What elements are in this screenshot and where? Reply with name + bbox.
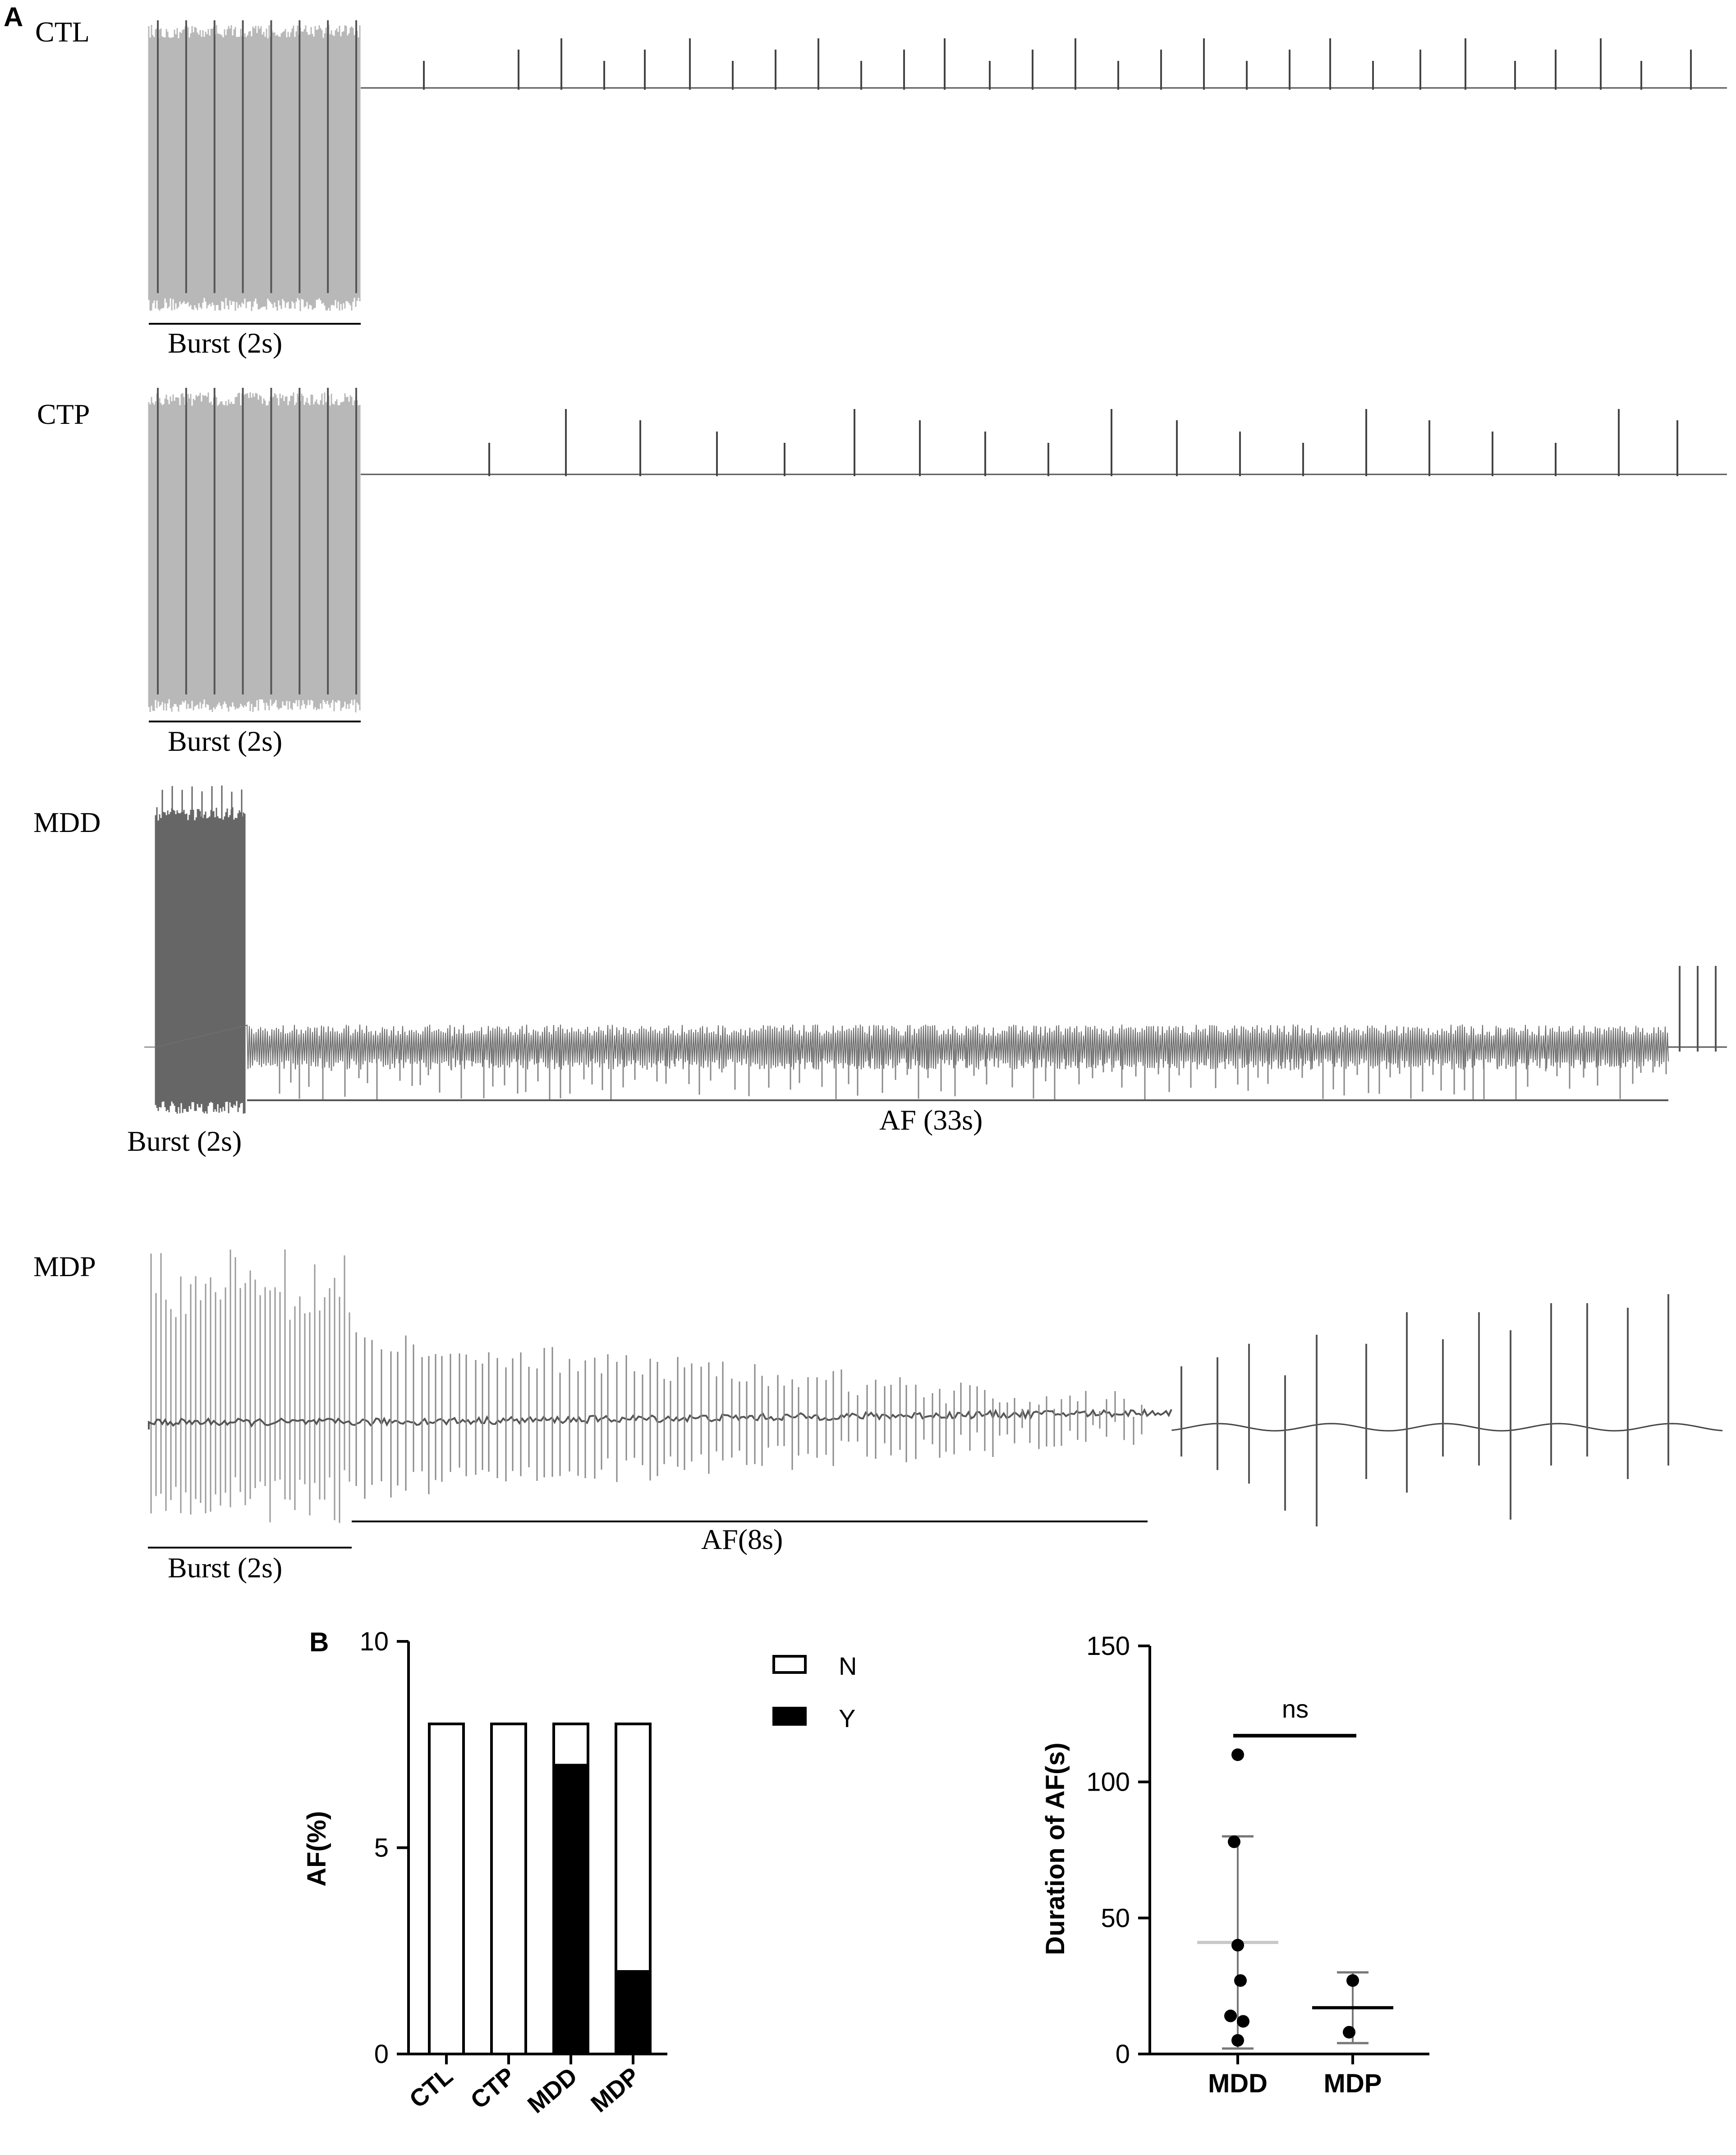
burst-label-mdd: Burst (2s) bbox=[127, 1125, 242, 1157]
bar-mdd-y bbox=[552, 1764, 589, 2055]
baseline-signal bbox=[148, 1408, 1172, 1429]
bar-mdp-n bbox=[615, 1723, 652, 1973]
trace-label-mdd: MDD bbox=[33, 806, 101, 838]
trace-label-ctl: CTL bbox=[35, 16, 90, 48]
legend-swatch-n bbox=[772, 1655, 807, 1674]
data-point bbox=[1346, 1974, 1359, 1987]
data-point bbox=[1237, 2015, 1249, 2028]
panel-a-letter: A bbox=[4, 2, 23, 32]
trace-ctl: CTL Burst (2s) bbox=[35, 16, 1727, 359]
bar-ctl-n bbox=[428, 1723, 465, 2055]
signal-ctl bbox=[157, 20, 1727, 293]
burst-region-mdp bbox=[150, 1249, 350, 1523]
x-tick-label-mdp: MDP bbox=[1324, 2069, 1382, 2098]
burst-label-ctp: Burst (2s) bbox=[168, 725, 282, 757]
data-point bbox=[1343, 2026, 1355, 2039]
y-tick-label: 0 bbox=[1116, 2040, 1130, 2069]
data-point bbox=[1224, 2009, 1237, 2022]
panel-a: A CTL Burst (2s) CTP Burst (2s) MDD Burs… bbox=[4, 2, 1727, 1584]
trace-mdp: MDP Burst (2s) AF(8s) bbox=[33, 1249, 1723, 1584]
bar-chart-y-label: AF(%) bbox=[302, 1811, 331, 1887]
panel-b-letter: B bbox=[309, 1627, 329, 1657]
af-label-mdd: AF (33s) bbox=[879, 1104, 983, 1136]
bar-chart-y-ticks: 0 5 10 bbox=[359, 1627, 409, 2069]
burst-label-mdp: Burst (2s) bbox=[168, 1552, 282, 1584]
y-tick-label: 150 bbox=[1086, 1631, 1130, 1661]
af-duration-chart: Duration of AF(s) 0 50 100 150 MDD MDP ns bbox=[1041, 1631, 1429, 2098]
dot-chart-y-label: Duration of AF(s) bbox=[1041, 1742, 1070, 1955]
fibrillation-deflections bbox=[355, 1332, 1143, 1499]
legend: N Y bbox=[772, 1652, 857, 1732]
burst-region-mdd bbox=[155, 807, 246, 1114]
trace-mdd: MDD Burst (2s) AF (33s) bbox=[33, 785, 1727, 1157]
data-point bbox=[1234, 1974, 1247, 1987]
y-tick-label: 100 bbox=[1086, 1768, 1130, 1797]
dot-chart-groups bbox=[1197, 1748, 1393, 2050]
signal-ctp bbox=[157, 388, 1727, 694]
y-tick-label: 0 bbox=[374, 2040, 389, 2069]
data-point bbox=[1231, 1939, 1244, 1952]
bar-mdp-y bbox=[615, 1970, 652, 2055]
signal-mdd bbox=[144, 785, 1727, 1101]
y-tick-label: 10 bbox=[359, 1627, 389, 1656]
dot-chart-y-ticks: 0 50 100 150 bbox=[1086, 1631, 1150, 2069]
burst-fill bbox=[150, 1249, 350, 1523]
bar-chart-bars bbox=[428, 1723, 652, 2055]
af-label-mdp: AF(8s) bbox=[701, 1523, 783, 1555]
burst-fill bbox=[155, 807, 246, 1114]
group-mdd bbox=[1197, 1748, 1278, 2050]
x-tick-label-mdd: MDD bbox=[1208, 2069, 1268, 2098]
fibrillation-signal bbox=[144, 1024, 1669, 1070]
signal-mdp bbox=[148, 1294, 1723, 1526]
post-af-baseline bbox=[1171, 1423, 1723, 1432]
trace-ctp: CTP Burst (2s) bbox=[37, 388, 1727, 757]
bar-mdd-n bbox=[552, 1723, 589, 1767]
y-tick-label: 50 bbox=[1101, 1903, 1130, 1933]
y-tick-label: 5 bbox=[374, 1833, 389, 1863]
significance-label: ns bbox=[1282, 1695, 1309, 1723]
legend-swatch-y bbox=[772, 1707, 807, 1726]
trace-label-mdp: MDP bbox=[33, 1250, 96, 1282]
group-mdp bbox=[1312, 1971, 1393, 2045]
data-point bbox=[1231, 2034, 1244, 2047]
bar-ctp-n bbox=[490, 1723, 527, 2055]
data-point bbox=[1231, 1748, 1244, 1761]
legend-label-n: N bbox=[839, 1652, 857, 1680]
fibrillation-deflections bbox=[270, 1047, 1667, 1101]
trace-label-ctp: CTP bbox=[37, 398, 90, 430]
dot-chart-x-ticks: MDD MDP bbox=[1208, 2054, 1382, 2098]
burst-label-ctl: Burst (2s) bbox=[168, 327, 282, 359]
legend-label-y: Y bbox=[839, 1704, 855, 1732]
data-point bbox=[1228, 1835, 1240, 1848]
